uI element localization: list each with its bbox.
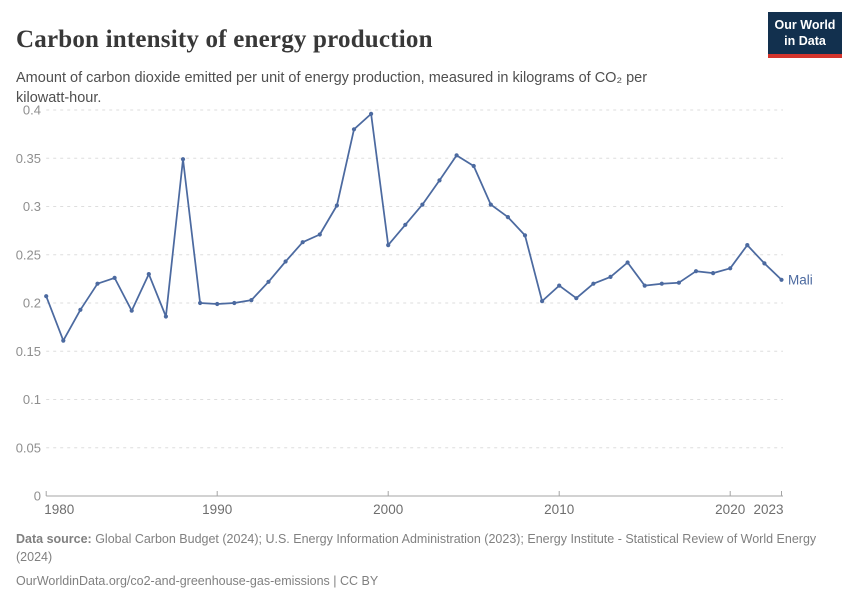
data-point[interactable] <box>574 296 579 301</box>
data-point[interactable] <box>659 281 664 286</box>
data-point[interactable] <box>625 260 630 265</box>
x-axis-tick-label: 2020 <box>715 502 745 517</box>
owid-logo[interactable]: Our World in Data <box>768 12 842 58</box>
data-point[interactable] <box>711 271 716 276</box>
data-source-line: Data source: Global Carbon Budget (2024)… <box>16 531 824 566</box>
data-point[interactable] <box>369 111 374 116</box>
x-axis-tick-label: 2010 <box>544 502 574 517</box>
data-point[interactable] <box>129 308 134 313</box>
y-axis-tick-label: 0 <box>34 489 41 504</box>
series-line[interactable] <box>45 113 783 342</box>
y-axis-tick-label: 0.1 <box>23 392 41 407</box>
data-point[interactable] <box>163 314 168 319</box>
data-point[interactable] <box>488 202 493 207</box>
y-axis-tick-label: 0.2 <box>23 296 41 311</box>
data-point[interactable] <box>78 307 83 312</box>
data-point[interactable] <box>300 240 305 245</box>
data-source-text: Global Carbon Budget (2024); U.S. Energy… <box>16 532 817 564</box>
data-point[interactable] <box>386 243 391 248</box>
x-axis-tick-label: 1990 <box>202 502 232 517</box>
y-axis-tick-label: 0.25 <box>16 247 41 262</box>
x-axis-tick-label: 2000 <box>373 502 403 517</box>
data-point[interactable] <box>232 300 237 306</box>
data-point[interactable] <box>249 298 254 303</box>
data-point[interactable] <box>505 215 510 220</box>
chart-footer: Data source: Global Carbon Budget (2024)… <box>16 531 824 591</box>
data-point[interactable] <box>728 266 733 271</box>
y-axis-tick-label: 0.05 <box>16 440 41 455</box>
data-point[interactable] <box>317 232 322 237</box>
owid-logo-line1: Our World <box>774 18 836 32</box>
data-point[interactable] <box>745 243 750 248</box>
y-axis-tick-label: 0.15 <box>16 344 41 359</box>
x-axis-tick-label: 2023 <box>753 502 783 517</box>
data-point[interactable] <box>266 279 271 284</box>
data-point[interactable] <box>762 261 767 266</box>
data-point[interactable] <box>779 277 784 282</box>
y-axis-tick-label: 0.4 <box>23 103 41 118</box>
data-source-label: Data source: <box>16 532 92 546</box>
data-point[interactable] <box>180 157 186 162</box>
data-point[interactable] <box>676 280 682 285</box>
data-point[interactable] <box>95 281 100 286</box>
data-point[interactable] <box>351 127 357 132</box>
data-point[interactable] <box>44 294 49 299</box>
data-point[interactable] <box>61 338 66 343</box>
data-point[interactable] <box>454 153 459 158</box>
data-point[interactable] <box>146 272 151 277</box>
x-axis-tick-label: 1980 <box>44 502 74 517</box>
data-point[interactable] <box>112 275 117 280</box>
data-point[interactable] <box>693 269 699 274</box>
data-point[interactable] <box>642 283 647 288</box>
data-point[interactable] <box>608 274 613 279</box>
data-point[interactable] <box>437 178 442 183</box>
chart-subtitle: Amount of carbon dioxide emitted per uni… <box>16 69 648 107</box>
data-point[interactable] <box>283 259 288 264</box>
data-point[interactable] <box>522 233 528 238</box>
data-point[interactable] <box>591 281 596 286</box>
y-axis-tick-label: 0.35 <box>16 151 41 166</box>
data-point[interactable] <box>198 300 203 306</box>
owid-url-link[interactable]: OurWorldinData.org/co2-and-greenhouse-ga… <box>16 574 379 588</box>
data-point[interactable] <box>540 299 545 304</box>
data-point[interactable] <box>334 203 339 208</box>
data-point[interactable] <box>403 222 408 227</box>
data-point[interactable] <box>420 202 425 207</box>
series-end-label[interactable]: Mali <box>788 272 813 287</box>
data-point[interactable] <box>557 283 562 288</box>
y-axis-tick-label: 0.3 <box>23 199 41 214</box>
data-point[interactable] <box>215 301 220 307</box>
chart-title: Carbon intensity of energy production <box>16 25 433 53</box>
data-point[interactable] <box>471 163 476 169</box>
owid-logo-line2: in Data <box>784 34 826 49</box>
